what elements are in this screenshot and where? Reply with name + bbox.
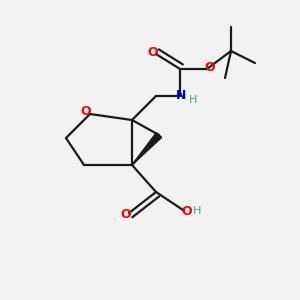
Polygon shape xyxy=(132,133,162,165)
Text: O: O xyxy=(181,205,192,218)
Text: O: O xyxy=(80,105,91,118)
Text: H: H xyxy=(193,206,202,217)
Text: H: H xyxy=(188,95,197,105)
Text: N: N xyxy=(176,89,186,103)
Text: O: O xyxy=(148,46,158,59)
Text: O: O xyxy=(121,208,131,221)
Text: O: O xyxy=(205,61,215,74)
